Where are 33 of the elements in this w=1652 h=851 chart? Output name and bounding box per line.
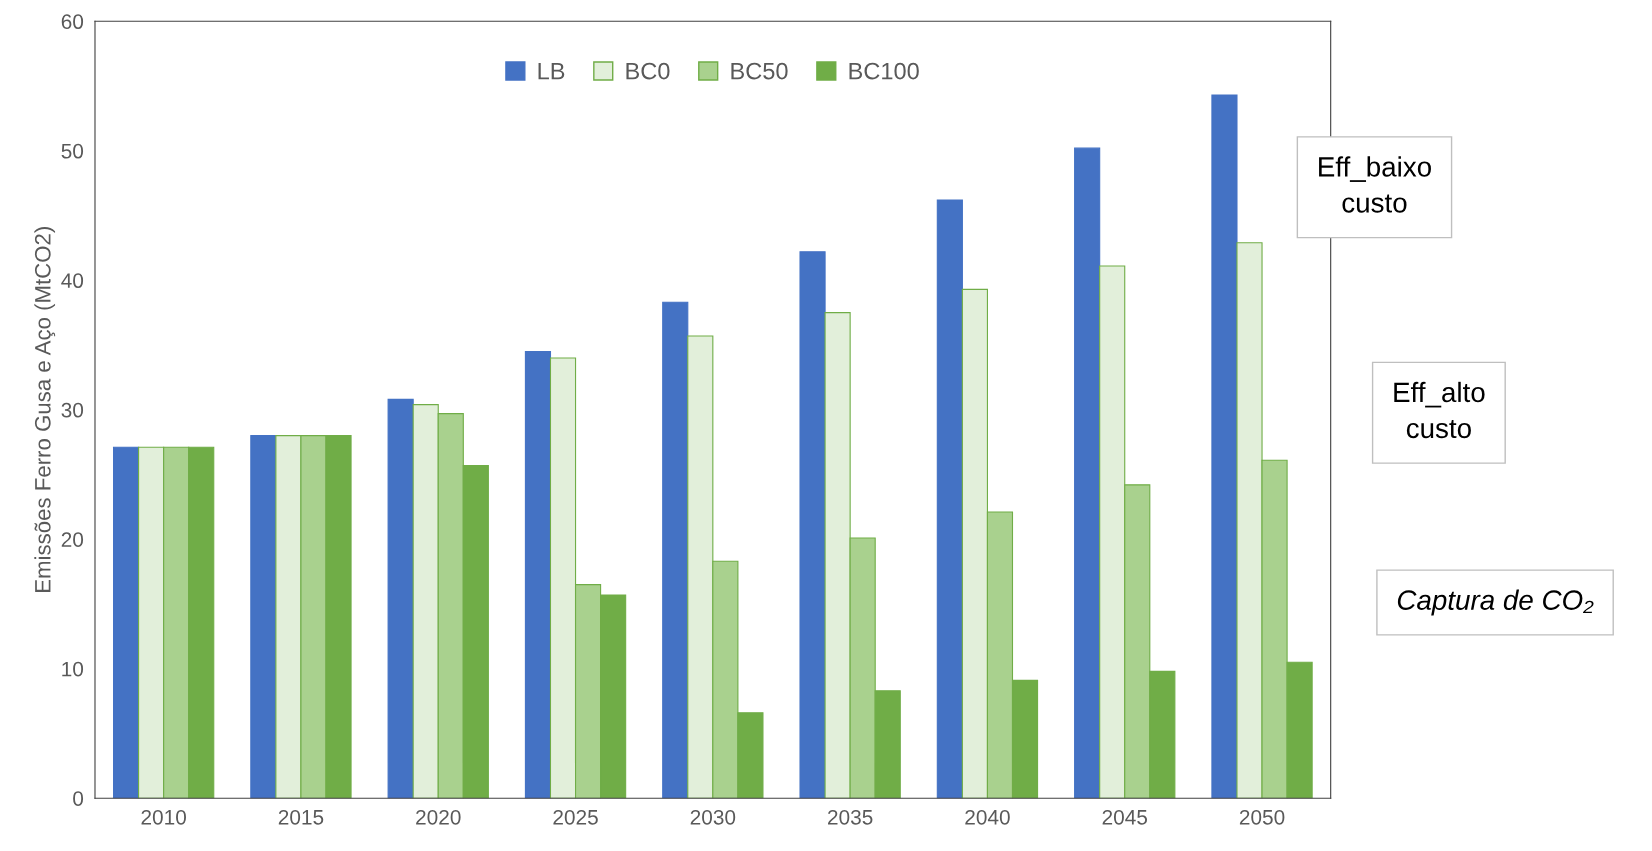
legend-label: BC100 [849, 62, 919, 80]
annotation: Eff_baixo custo [1319, 156, 1431, 213]
text: Eff_alto custo [1394, 381, 1485, 439]
x-tick-label: 2020 [416, 809, 461, 825]
x-tick-label: 2025 [553, 809, 598, 825]
text: Captura de CO₂ [1397, 589, 1594, 616]
x-tick-label: 2040 [965, 809, 1010, 825]
x-tick-label: 2010 [141, 809, 186, 825]
y-tick-label: 10 [62, 661, 84, 677]
x-tick-label: 2035 [828, 809, 873, 825]
y-axis-title: Emissões Ferro Gusa e Aço (MtCO2) [34, 227, 56, 592]
bar [1074, 147, 1101, 799]
bar [1211, 94, 1238, 799]
x-tick-label: 2050 [1239, 809, 1285, 825]
y-tick-label: 40 [61, 273, 84, 289]
bar [112, 446, 140, 799]
bar [662, 301, 689, 799]
bar [524, 350, 552, 799]
y-tick-label: 0 [73, 791, 84, 806]
bar [936, 199, 963, 799]
y-tick-label: 30 [61, 402, 84, 418]
legend-label: LB [538, 62, 565, 80]
x-tick-label: 2015 [278, 809, 324, 825]
bar [799, 251, 826, 799]
y-tick-label: 60 [61, 14, 84, 30]
x-tick-label: 2030 [690, 809, 736, 825]
bar [250, 435, 277, 799]
y-tick-label: 20 [61, 532, 84, 547]
legend-label: BC0 [626, 62, 670, 80]
x-tick-label: 2045 [1102, 809, 1148, 825]
bar [387, 398, 414, 799]
legend-label: BC50 [731, 62, 788, 80]
y-tick-label: 50 [61, 143, 84, 159]
